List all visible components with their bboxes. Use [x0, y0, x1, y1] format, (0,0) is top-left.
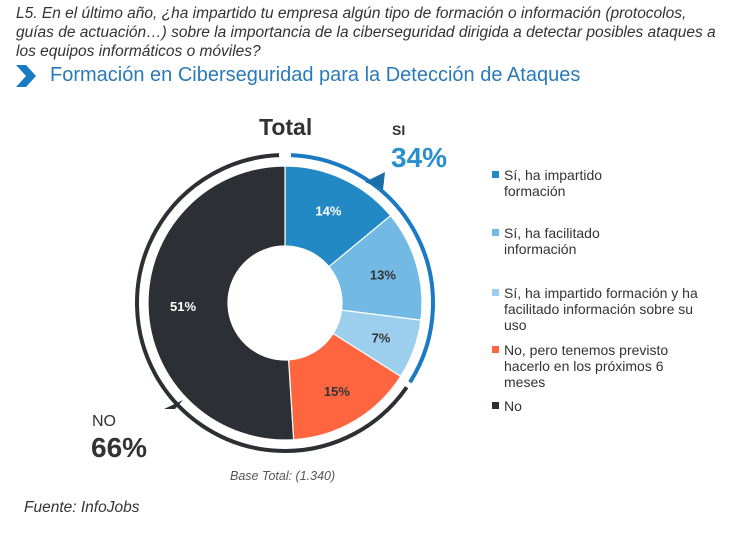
section-title-text: Formación en Ciberseguridad para la Dete… [50, 64, 581, 86]
group-no-arc [135, 153, 409, 453]
group-si-arc [290, 153, 435, 384]
group-si-value: 34% [391, 142, 448, 173]
pie-slice [284, 165, 392, 268]
legend-item: Sí, ha impartido formación [492, 167, 712, 199]
group-si-label: SI [392, 122, 406, 138]
legend-item: No [492, 398, 712, 414]
chevron-right-icon [16, 64, 36, 87]
footer-source: Fuente: InfoJobs [24, 499, 140, 516]
base-total: Base Total: (1.340) [230, 469, 336, 483]
pie-slice [287, 332, 402, 441]
section-title: Formación en Ciberseguridad para la Dete… [16, 64, 580, 87]
legend-swatch [492, 402, 499, 409]
legend-swatch [492, 229, 499, 236]
pie-slice [147, 165, 295, 441]
slice-label: 14% [315, 204, 341, 219]
group-si-pointer [365, 172, 385, 190]
chart-title: Total [259, 114, 313, 140]
legend-swatch [492, 346, 499, 353]
legend-item: Sí, ha facilitado información [492, 225, 712, 257]
slice-label: 51% [170, 299, 196, 314]
legend-item: Sí, ha impartido formación y ha facilita… [492, 285, 712, 333]
legend-swatch [492, 289, 499, 296]
group-no-value: 66% [91, 432, 148, 463]
slice-label: 13% [370, 268, 396, 283]
group-no-label: NO [92, 413, 116, 430]
group-no-pointer [164, 400, 183, 409]
question-text: L5. En el último año, ¿ha impartido tu e… [16, 5, 716, 60]
slice-label: 15% [324, 384, 350, 399]
legend-item: No, pero tenemos previsto hacerlo en los… [492, 342, 712, 390]
legend-swatch [492, 171, 499, 178]
slice-label: 7% [372, 331, 391, 346]
